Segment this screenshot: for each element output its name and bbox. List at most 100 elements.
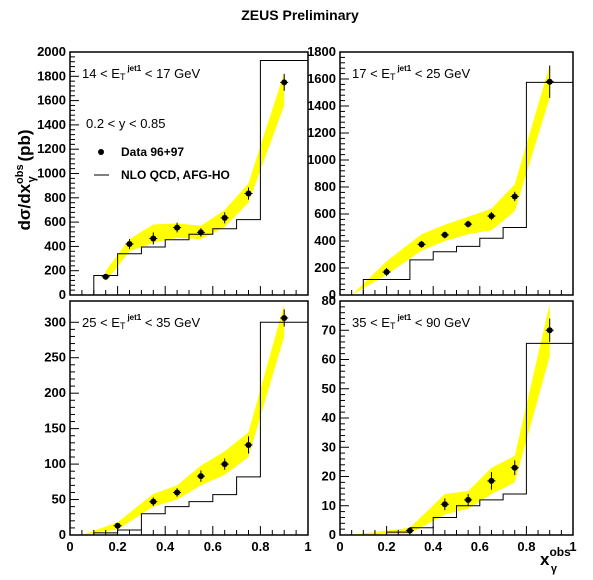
- data-point: [546, 78, 553, 85]
- y-label-unit: (pb): [15, 129, 34, 166]
- data-point: [511, 464, 518, 471]
- nlo-histogram: [340, 81, 574, 296]
- panel-3: 0 50 100 150 200 250 300 0 0.2 0.4 0.6 0.8 1 25 < ETj…: [44, 300, 312, 554]
- nlo-uncertainty-band: [105, 72, 285, 282]
- x-tick-label: 1: [304, 539, 311, 554]
- svg-text:dσ/dxobsγ (pb): dσ/dxobsγ (pb): [14, 129, 38, 230]
- y-tick-label: 30: [322, 439, 336, 454]
- data-point: [197, 473, 204, 480]
- nlo-uncertainty-band: [351, 65, 550, 295]
- data-point: [281, 315, 288, 322]
- data-point: [441, 231, 448, 238]
- y-tick-label: 1800: [307, 44, 336, 59]
- y-tick-label: 1600: [307, 71, 336, 86]
- y-tick-label: 60: [322, 352, 336, 367]
- y-tick-label: 200: [44, 263, 66, 278]
- y-tick-label: 50: [322, 381, 336, 396]
- y-tick-label: 1000: [307, 152, 336, 167]
- y-axis-label: dσ/dxobsγ (pb): [14, 129, 38, 230]
- x-tick-label: 1: [569, 539, 576, 554]
- panel-2: 0 200 400 600 800 1000 1200 1400 1600 1800 17 < ET…: [307, 44, 574, 302]
- y-tick-label: 0: [329, 287, 336, 302]
- x-tick-label: 0.4: [424, 539, 443, 554]
- data-point: [546, 327, 553, 334]
- y-tick-label: 40: [322, 410, 336, 425]
- y-tick-label: 0: [59, 527, 66, 542]
- panels: 020040060080010001200140016001800200014 …: [37, 44, 577, 554]
- legend-nlo-label: NLO QCD, AFG-HO: [121, 168, 230, 182]
- x-label-sup: obs: [549, 545, 571, 559]
- y-tick-label: 1000: [37, 166, 66, 181]
- y-tick-label: 400: [44, 238, 66, 253]
- y-tick-label: 400: [314, 233, 336, 248]
- data-point: [197, 229, 204, 236]
- data-point: [174, 224, 181, 231]
- y-tick-label: 200: [44, 385, 66, 400]
- y-tick-label: 100: [44, 456, 66, 471]
- y-label-sup: obs: [14, 164, 26, 184]
- data-point: [114, 522, 121, 529]
- y-tick-label: 300: [44, 314, 66, 329]
- data-point: [488, 213, 495, 220]
- y-tick-label: 10: [322, 498, 336, 513]
- legend-data-label: Data 96+97: [121, 145, 184, 159]
- data-point: [126, 240, 133, 247]
- y-tick-label: 800: [314, 179, 336, 194]
- plot-frame: [69, 300, 309, 536]
- data-point: [245, 190, 252, 197]
- data-point: [150, 235, 157, 242]
- panel-1: 0 200 400 600 800 1000 1200 1400 1600 1800 2000 14 …: [37, 44, 309, 302]
- x-tick-label: 0: [66, 539, 73, 554]
- data-point: [174, 489, 181, 496]
- data-point: [465, 221, 472, 228]
- data-point: [281, 79, 288, 86]
- y-label-sub: γ: [26, 175, 38, 182]
- y-tick-label: 1200: [37, 141, 66, 156]
- y-label-main: dσ/dx: [15, 183, 34, 230]
- y-tick-label: 80: [322, 293, 336, 308]
- data-point: [150, 498, 157, 505]
- y-tick-label: 200: [314, 260, 336, 275]
- data-point: [441, 501, 448, 508]
- x-tick-label: 0.2: [109, 539, 127, 554]
- nlo-uncertainty-band: [351, 303, 550, 535]
- data-point: [102, 273, 109, 280]
- x-tick-label: 0.8: [251, 539, 269, 554]
- x-axis-label: xobs γ: [540, 545, 571, 575]
- x-tick-label: 0.6: [471, 539, 489, 554]
- data-point: [511, 193, 518, 200]
- data-point: [383, 269, 390, 276]
- panel-range-label: 14 < ETjet1 < 17 GeV: [82, 64, 200, 82]
- x-tick-label: 0.6: [204, 539, 222, 554]
- x-label-sub: γ: [551, 563, 558, 575]
- y-tick-label: 800: [44, 190, 66, 205]
- nlo-uncertainty-band: [81, 304, 285, 535]
- y-tick-label: 0: [329, 527, 336, 542]
- x-label-main: x: [540, 550, 550, 569]
- x-tick-label: 0.2: [378, 539, 396, 554]
- panel-range-label: 17 < ETjet1 < 25 GeV: [352, 64, 470, 82]
- y-tick-label: 1600: [37, 93, 66, 108]
- y-tick-label: 0: [59, 287, 66, 302]
- y-tick-label: 1800: [37, 68, 66, 83]
- y-tick-label: 150: [44, 421, 66, 436]
- panel-range-label: 35 < ETjet1 < 90 GeV: [352, 313, 470, 331]
- y-tick-label: 2000: [37, 44, 66, 59]
- y-tick-label: 70: [322, 322, 336, 337]
- y-range-annotation: 0.2 < y < 0.85: [86, 116, 166, 131]
- plot-frame: [339, 51, 574, 296]
- x-tick-label: 0: [336, 539, 343, 554]
- data-point: [221, 461, 228, 468]
- data-point: [418, 241, 425, 248]
- legend-data-marker: [98, 149, 104, 155]
- data-point: [221, 214, 228, 221]
- data-point: [488, 477, 495, 484]
- data-point: [245, 441, 252, 448]
- nlo-histogram: [93, 60, 309, 295]
- data-point: [465, 496, 472, 503]
- y-tick-label: 600: [314, 206, 336, 221]
- x-tick-label: 0.8: [517, 539, 535, 554]
- y-tick-label: 250: [44, 350, 66, 365]
- y-tick-label: 600: [44, 214, 66, 229]
